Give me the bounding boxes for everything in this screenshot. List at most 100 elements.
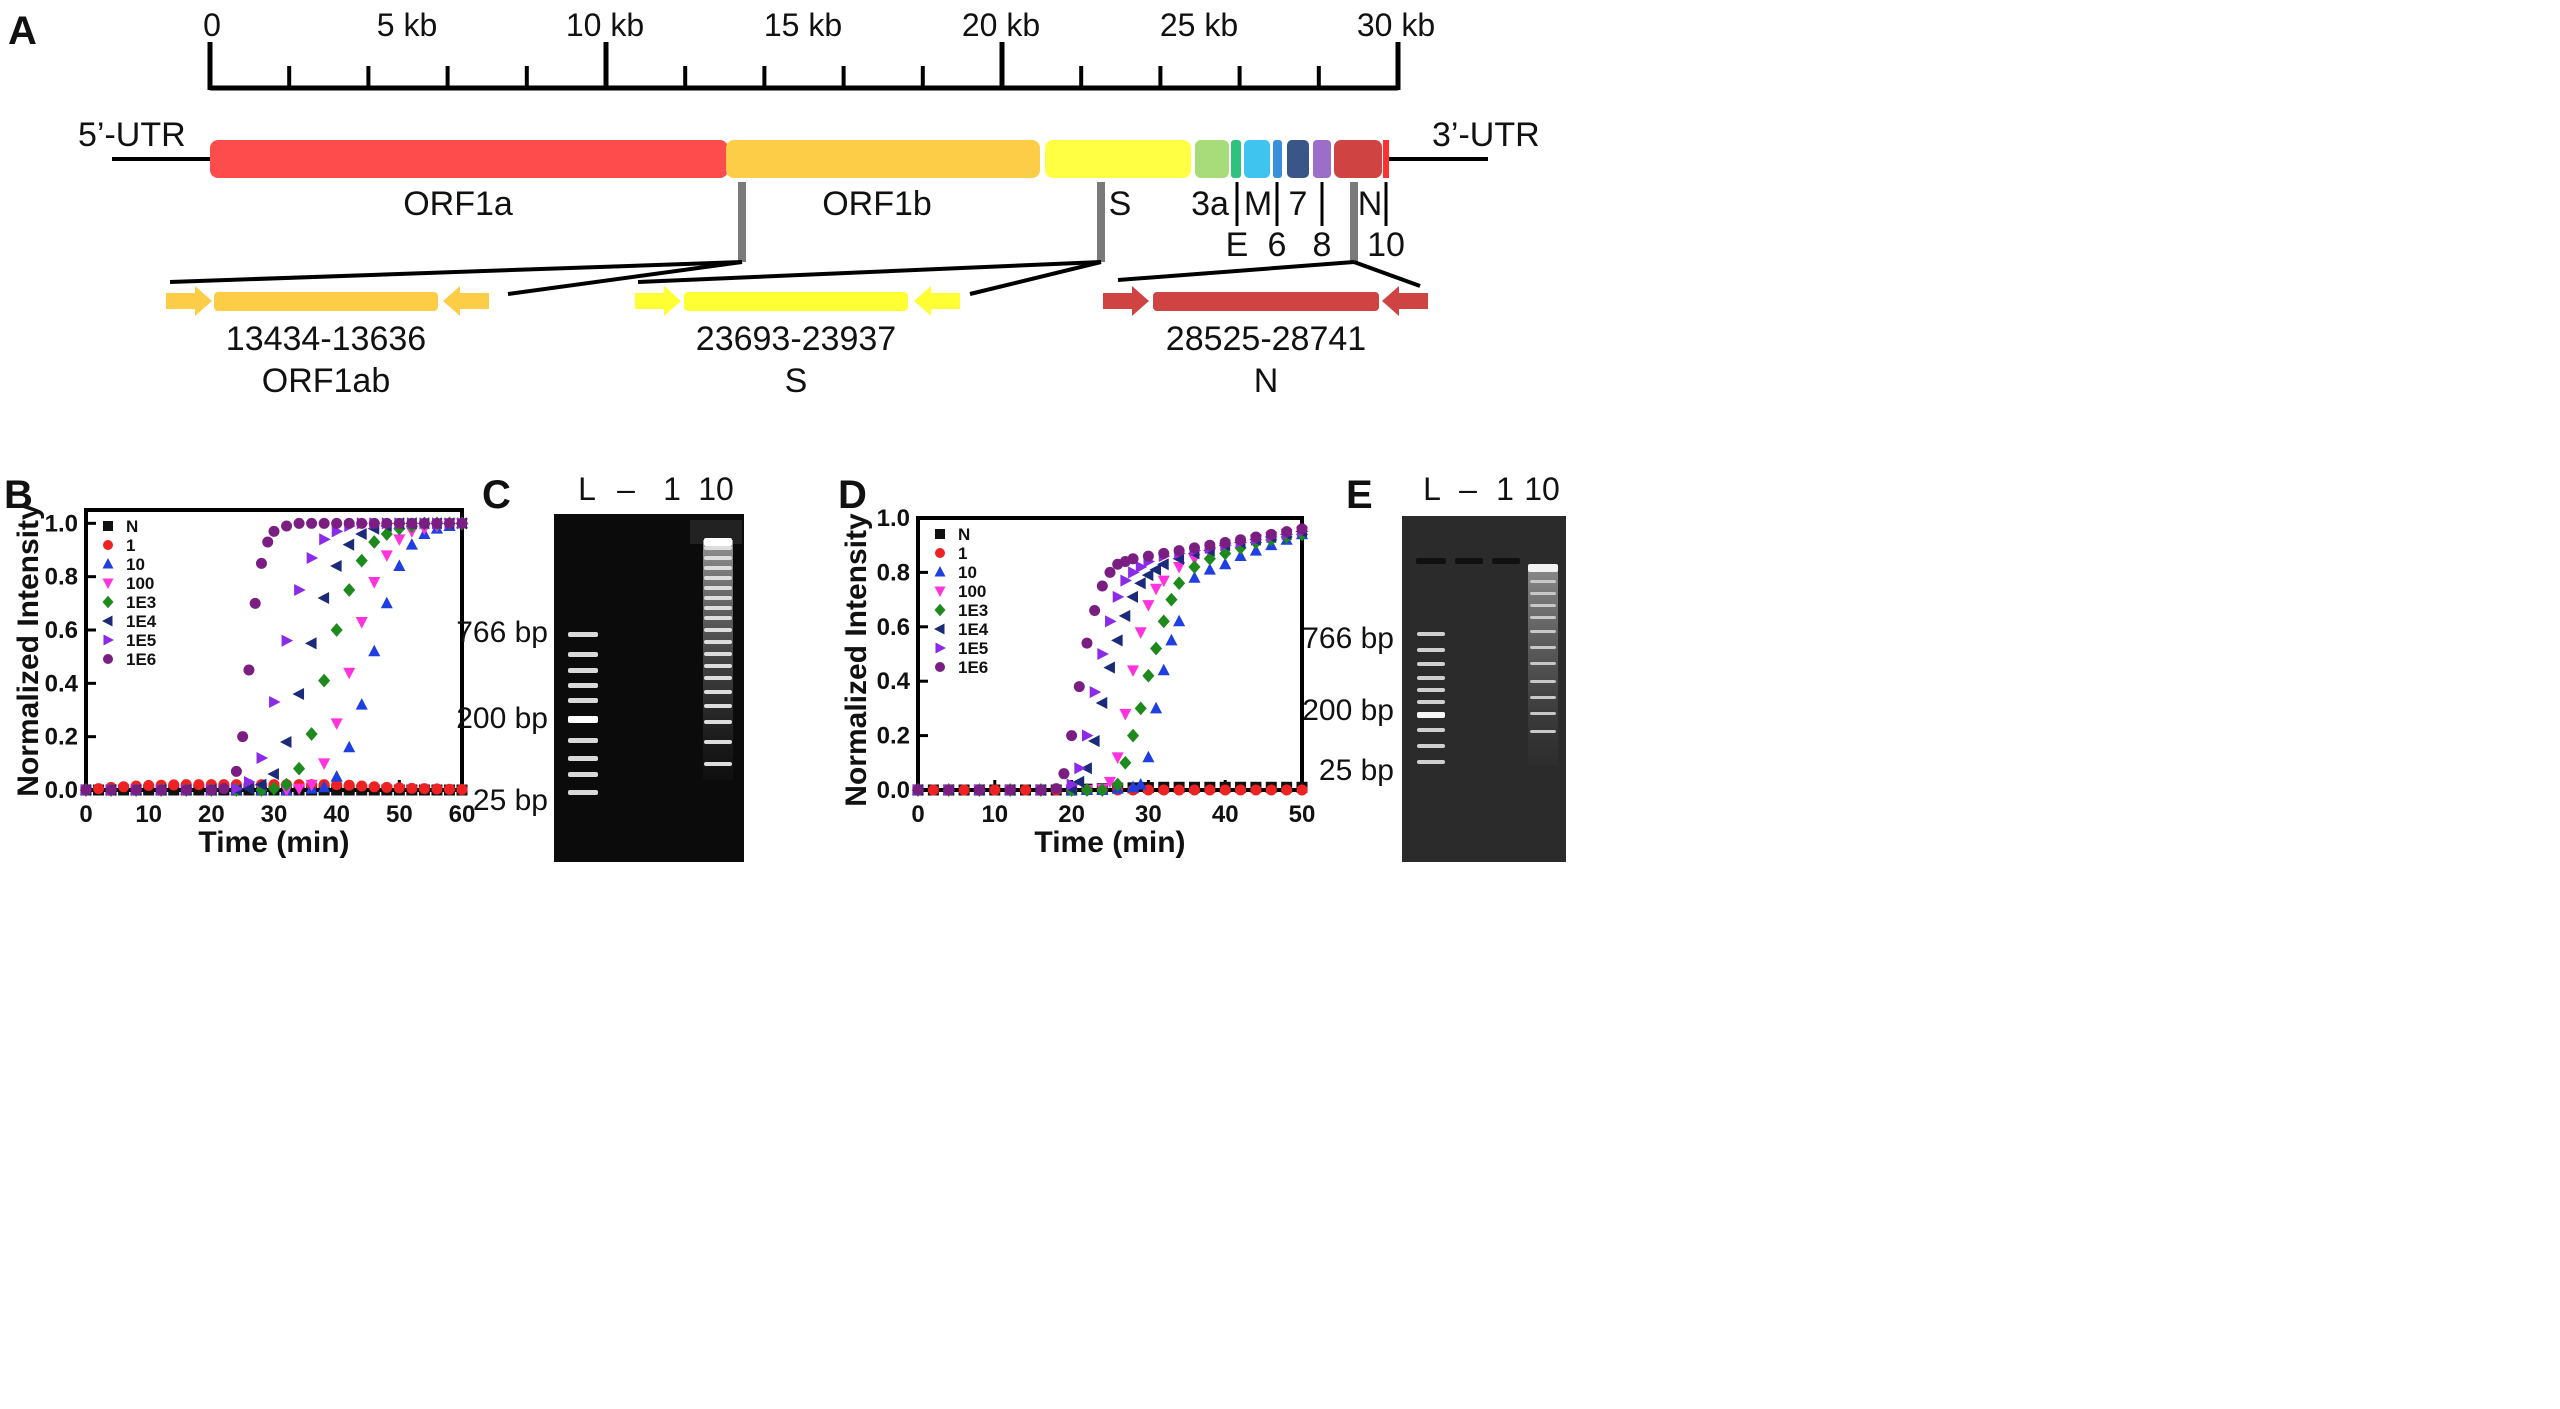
legend-marker-1e3 xyxy=(102,595,114,609)
amplicon-name-orf1ab: ORF1ab xyxy=(262,362,391,400)
data-point-1e3 xyxy=(368,535,381,549)
data-point-100 xyxy=(1142,600,1155,612)
x-tick-label: 50 xyxy=(386,801,413,828)
legend-marker-1e5 xyxy=(935,642,946,654)
gene-s xyxy=(1045,140,1191,178)
data-point-1e6 xyxy=(381,517,393,529)
gel-band xyxy=(1530,730,1556,733)
primer-reverse-n xyxy=(1382,286,1428,316)
data-point-1e4 xyxy=(330,559,342,573)
data-point-1e3 xyxy=(318,673,331,688)
x-tick-label: 40 xyxy=(323,801,350,828)
data-point-1e3 xyxy=(1150,641,1163,656)
gene-label-e: E xyxy=(1226,226,1249,264)
data-point-1e4 xyxy=(1149,563,1162,576)
y-tick-label: 0.6 xyxy=(877,614,910,641)
data-point-1e3 xyxy=(267,781,281,796)
data-point-1e5 xyxy=(294,583,306,597)
panel-a-letter: A xyxy=(8,9,37,53)
gel-band xyxy=(1417,632,1445,636)
y-tick-label: 0.2 xyxy=(877,723,910,750)
legend-label: 1E4 xyxy=(126,612,157,631)
legend-marker-1e6 xyxy=(935,662,945,672)
data-point-1e6 xyxy=(130,784,142,796)
gel-band xyxy=(1455,558,1483,564)
data-point-1e3 xyxy=(1096,783,1109,797)
gel-band xyxy=(1417,760,1445,764)
gel-c-marker-25: 25 bp xyxy=(473,784,548,817)
data-point-10 xyxy=(1157,663,1170,676)
gel-band xyxy=(704,586,732,590)
data-point-1 xyxy=(393,782,405,794)
data-point-10 xyxy=(393,559,406,571)
data-point-100 xyxy=(1173,562,1186,574)
data-point-1 xyxy=(118,781,130,793)
gel-band xyxy=(1417,688,1445,692)
gel-band xyxy=(568,632,598,637)
data-point-1e5 xyxy=(256,751,269,765)
legend-label: 1 xyxy=(126,536,135,555)
data-point-1e5 xyxy=(319,533,331,546)
x-tick-label: 30 xyxy=(261,801,288,828)
data-point-1 xyxy=(1219,784,1231,796)
data-point-1e6 xyxy=(262,536,274,548)
legend-marker-100 xyxy=(934,586,946,597)
data-point-1e4 xyxy=(1080,762,1092,775)
data-point-1e6 xyxy=(180,784,192,796)
legend-label: 1E5 xyxy=(126,631,156,650)
plot-frame-d xyxy=(916,516,1304,792)
data-point-10 xyxy=(1134,777,1147,790)
gene-orf3a xyxy=(1195,140,1229,178)
panel-b-chart: B 0 10 20 30 40 50 600.00.20.40.60.81.0 N11010… xyxy=(4,473,475,859)
data-point-1e4 xyxy=(305,637,317,650)
data-point-1e5 xyxy=(243,775,256,789)
gel-band xyxy=(568,652,598,657)
data-point-1e6 xyxy=(356,517,368,529)
gel-band xyxy=(1417,712,1445,718)
legend-marker-1 xyxy=(103,540,113,550)
data-point-1e6 xyxy=(1089,604,1101,616)
data-point-1 xyxy=(406,782,418,794)
data-point-1e6 xyxy=(205,784,217,796)
x-tick-label: 40 xyxy=(1212,801,1239,828)
data-point-1e4 xyxy=(1134,577,1146,590)
amplicon-orf1ab: 13434-13636 ORF1ab xyxy=(166,286,489,400)
data-point-10 xyxy=(1150,701,1163,714)
y-axis-label-d: Normalized Intensity xyxy=(840,513,873,807)
data-point-1e6 xyxy=(331,517,343,529)
gene-orf6 xyxy=(1273,140,1282,178)
data-point-1e4 xyxy=(1157,558,1169,571)
data-point-1e3 xyxy=(1134,701,1147,716)
data-point-1e4 xyxy=(292,687,305,701)
gel-e-marker-766: 766 bp xyxy=(1302,622,1394,655)
y-tick-label: 0.4 xyxy=(45,670,79,697)
gel-e-wells xyxy=(1416,558,1558,572)
data-point-1e6 xyxy=(1219,536,1231,548)
data-point-1 xyxy=(456,783,468,795)
amplicon-range-orf1ab: 13434-13636 xyxy=(226,320,426,358)
gene-e xyxy=(1231,140,1241,178)
legend-marker-1e4 xyxy=(934,623,945,635)
gel-e-lane-1: 1 xyxy=(1496,471,1514,507)
data-point-1e6 xyxy=(1265,528,1277,540)
data-point-1 xyxy=(1173,784,1185,796)
gel-band xyxy=(1530,662,1556,665)
data-point-1e6 xyxy=(1250,531,1262,543)
data-point-1e6 xyxy=(1204,539,1216,551)
x-tick-label: 0 xyxy=(79,801,92,828)
data-point-1e6 xyxy=(1127,553,1139,565)
x-tick-label: 30 xyxy=(1135,801,1162,828)
gel-band xyxy=(704,652,732,656)
data-point-1e3 xyxy=(305,727,318,741)
data-point-1e3 xyxy=(1157,614,1170,629)
amplicon-bar-n xyxy=(1153,292,1379,311)
gene-label-10: 10 xyxy=(1367,226,1405,264)
data-point-1 xyxy=(343,779,355,791)
amplicon-name-n: N xyxy=(1254,362,1279,400)
data-point-1e6 xyxy=(1296,523,1308,535)
legend-marker-10 xyxy=(102,558,114,569)
data-point-1e6 xyxy=(268,525,280,537)
gel-band xyxy=(704,690,732,694)
